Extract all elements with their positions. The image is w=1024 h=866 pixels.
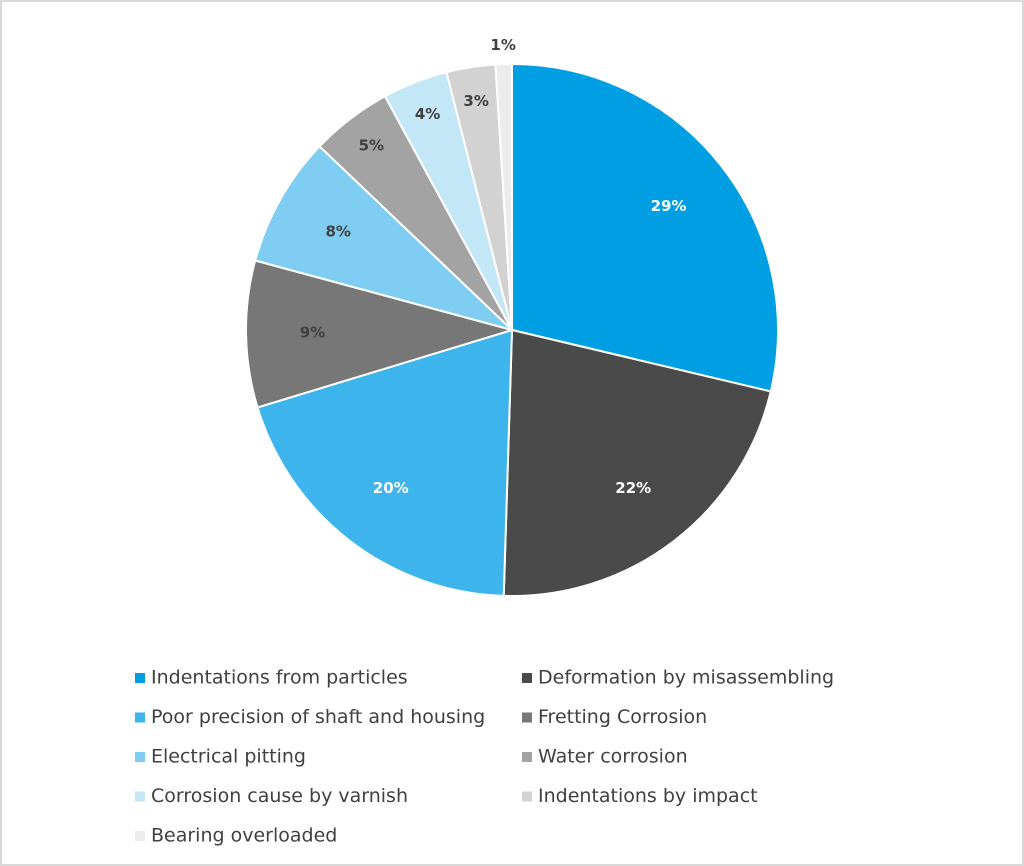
legend-swatch bbox=[135, 712, 145, 723]
pie-slice bbox=[511, 62, 779, 393]
pie-slice bbox=[256, 328, 514, 597]
legend-swatch bbox=[522, 673, 532, 683]
legend-swatch bbox=[135, 673, 145, 683]
legend-label: Corrosion cause by varnish bbox=[151, 785, 408, 807]
pie-slice bbox=[502, 328, 772, 597]
data-label: 22% bbox=[615, 479, 651, 497]
data-label: 8% bbox=[325, 223, 350, 241]
pie-slice bbox=[245, 259, 516, 409]
data-label: 3% bbox=[463, 92, 488, 110]
data-label: 9% bbox=[300, 324, 325, 342]
legend-swatch bbox=[522, 791, 532, 802]
legend-label: Electrical pitting bbox=[151, 746, 306, 768]
data-label: 4% bbox=[415, 105, 440, 123]
legend-swatch bbox=[135, 791, 145, 802]
legend-swatch bbox=[522, 752, 532, 762]
legend-label: Poor precision of shaft and housing bbox=[151, 706, 485, 728]
legend-label: Indentations from particles bbox=[151, 667, 408, 689]
legend-label: Indentations by impact bbox=[538, 785, 758, 807]
data-label: 1% bbox=[490, 36, 515, 54]
pie-slice bbox=[254, 144, 513, 331]
legend-label: Water corrosion bbox=[538, 746, 688, 768]
legend-swatch bbox=[135, 831, 145, 841]
legend-label: Deformation by misassembling bbox=[538, 667, 834, 689]
legend-swatch bbox=[522, 712, 532, 723]
legend-swatch bbox=[135, 752, 145, 762]
data-label: 20% bbox=[373, 479, 409, 497]
pie-slice bbox=[494, 62, 513, 331]
data-label: 29% bbox=[651, 197, 687, 215]
data-label: 5% bbox=[359, 137, 384, 155]
legend-label: Fretting Corrosion bbox=[538, 706, 707, 728]
legend-label: Bearing overloaded bbox=[151, 825, 337, 847]
